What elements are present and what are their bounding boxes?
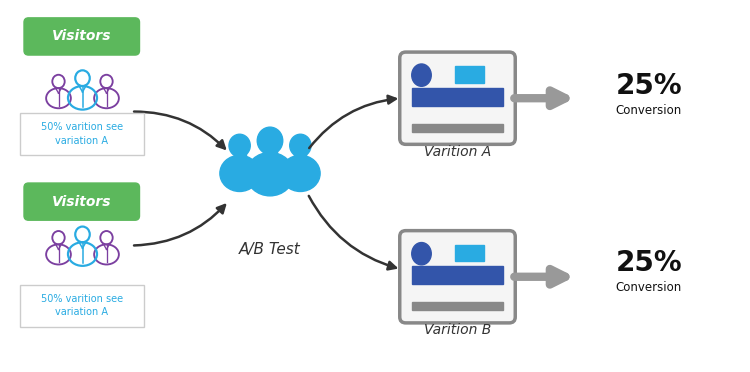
Text: Visitors: Visitors (52, 29, 112, 44)
FancyBboxPatch shape (294, 151, 307, 161)
Text: Conversion: Conversion (616, 104, 682, 116)
FancyBboxPatch shape (400, 231, 515, 323)
FancyBboxPatch shape (412, 302, 503, 310)
FancyBboxPatch shape (262, 148, 278, 159)
FancyBboxPatch shape (412, 88, 503, 106)
Text: A/B Test: A/B Test (239, 242, 301, 257)
FancyBboxPatch shape (455, 66, 484, 83)
Text: 25%: 25% (616, 249, 682, 278)
Ellipse shape (280, 155, 320, 192)
Text: Varition A: Varition A (424, 145, 491, 159)
FancyBboxPatch shape (412, 266, 503, 284)
Ellipse shape (290, 134, 311, 157)
Text: Conversion: Conversion (616, 282, 682, 294)
Text: 25%: 25% (616, 71, 682, 100)
FancyBboxPatch shape (20, 285, 144, 327)
Text: 50% varition see
variation A: 50% varition see variation A (40, 122, 123, 145)
Ellipse shape (412, 243, 431, 265)
Text: 50% varition see
variation A: 50% varition see variation A (40, 294, 123, 317)
FancyBboxPatch shape (24, 183, 140, 220)
Text: Varition B: Varition B (424, 323, 491, 337)
Ellipse shape (257, 127, 283, 154)
FancyBboxPatch shape (400, 52, 515, 144)
FancyBboxPatch shape (20, 113, 144, 155)
FancyBboxPatch shape (455, 245, 484, 261)
Ellipse shape (220, 155, 260, 192)
FancyBboxPatch shape (412, 124, 503, 132)
Ellipse shape (246, 153, 294, 196)
FancyBboxPatch shape (233, 151, 246, 161)
Ellipse shape (229, 134, 251, 157)
FancyBboxPatch shape (24, 18, 140, 55)
Text: Visitors: Visitors (52, 195, 112, 209)
Ellipse shape (412, 64, 431, 86)
